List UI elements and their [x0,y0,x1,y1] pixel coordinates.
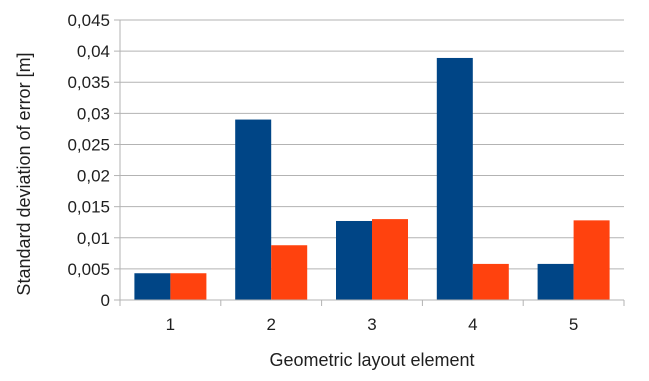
bar-series-1-cat-3 [336,220,372,300]
bar-series-1-cat-2 [235,119,272,300]
bar-series-2-cat-5 [573,220,610,300]
x-axis-title: Geometric layout element [269,350,474,370]
bar-series-1-cat-1 [134,273,171,300]
y-tick-label: 0,01 [77,229,110,248]
gridlines [120,19,624,270]
axes [114,19,625,306]
y-axis-title: Standard deviation of error [m] [14,52,34,295]
bar-series-2-cat-1 [170,273,207,300]
bar-series-2-cat-2 [271,245,308,300]
bar-series-1-cat-4 [436,57,473,301]
tick-labels: 0 0,005 0,01 0,015 0,02 0,025 0,03 0,035 0,04 0,0… [67,11,578,334]
y-tick-label: 0,02 [77,167,110,186]
y-tick-label: 0,04 [77,42,110,61]
x-tick-label: 1 [166,315,175,334]
y-tick-label: 0,045 [67,11,110,30]
x-tick-label: 5 [569,315,578,334]
bar-series-2-cat-3 [372,219,408,300]
x-tick-label: 4 [468,315,477,334]
y-tick-label: 0,005 [67,260,110,279]
x-tick-label: 3 [367,315,376,334]
x-tick-label: 2 [266,315,275,334]
bars [134,57,610,301]
bar-series-1-cat-5 [537,263,574,300]
y-tick-label: 0,035 [67,73,110,92]
y-tick-label: 0,025 [67,135,110,154]
y-tick-label: 0,03 [77,104,110,123]
y-tick-label: 0 [101,291,110,310]
bar-series-2-cat-4 [472,263,509,300]
y-tick-label: 0,015 [67,198,110,217]
